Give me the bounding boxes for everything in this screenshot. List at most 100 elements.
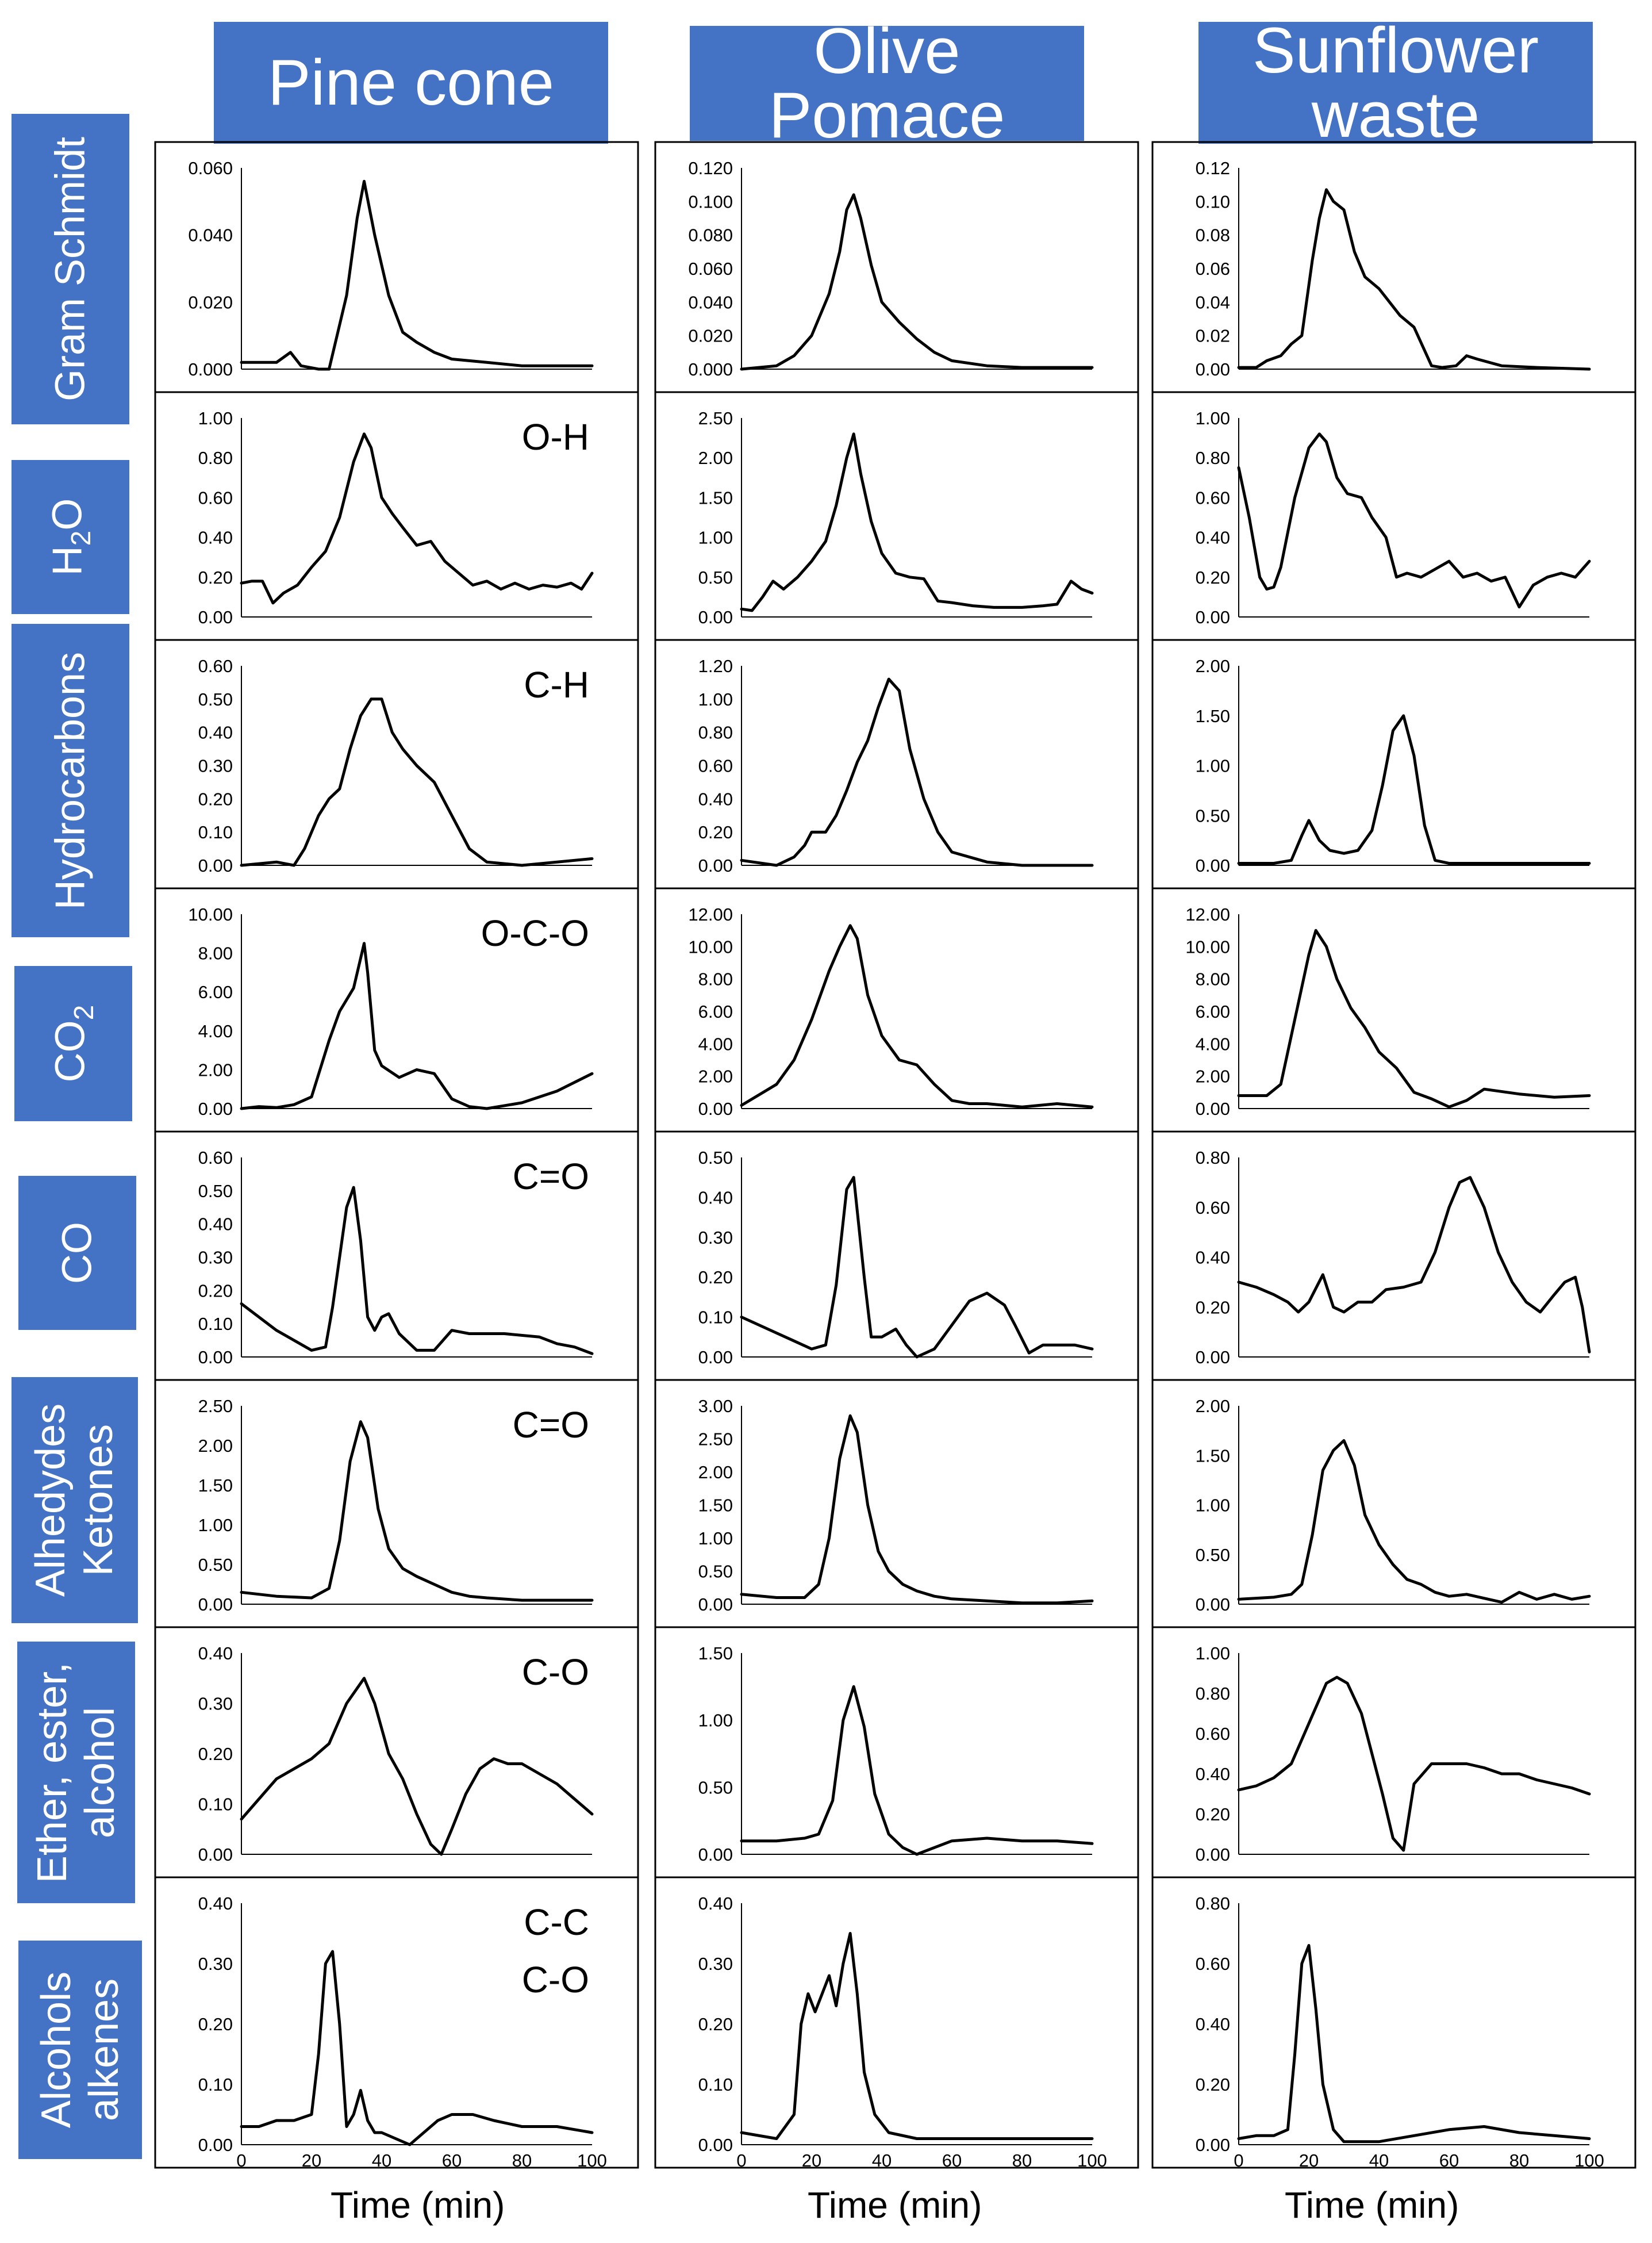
y-tick-label: 0.20: [1196, 2075, 1230, 2095]
y-tick-label: 0.30: [698, 1954, 733, 1974]
y-tick-label: 0.20: [198, 789, 233, 809]
row-header-co: CO: [18, 1176, 136, 1330]
y-tick-label: 0.10: [198, 1795, 233, 1815]
y-tick-label: 2.00: [1196, 656, 1230, 676]
y-tick-label: 0.10: [698, 1308, 733, 1328]
y-tick-label: 0.02: [1196, 326, 1230, 346]
y-tick-label: 4.00: [1196, 1034, 1230, 1054]
y-tick-label: 4.00: [198, 1021, 233, 1041]
y-tick-label: 0.060: [688, 259, 733, 279]
row-header-aldehydes-ketones: Alhedydes Ketones: [11, 1377, 138, 1623]
chart-panel-r4-pine-cone: 0.00 0.10 0.20 0.30 0.40 0.50 0.60 C=O: [154, 1130, 639, 1381]
y-tick-label: 0.40: [198, 1214, 233, 1234]
y-tick-label: 2.50: [198, 1396, 233, 1416]
y-tick-label: 0.040: [688, 292, 733, 312]
y-tick-label: 0.00: [698, 1594, 733, 1615]
y-tick-label: 0.00: [1196, 359, 1230, 379]
y-tick-label: 0.00: [1196, 2135, 1230, 2155]
chart-panel-r4-olive-pomace: 0.00 0.10 0.20 0.30 0.40 0.50: [654, 1130, 1139, 1381]
chart-panel-r0-olive-pomace: 0.000 0.020 0.040 0.060 0.080 0.100 0.120: [654, 141, 1139, 393]
y-tick-label: 0.020: [188, 292, 233, 312]
column-header-label: Olive Pomace: [769, 15, 1005, 151]
bond-label: C=O: [513, 1156, 589, 1197]
column-header-label-line1: Sunflower: [1252, 14, 1539, 86]
y-tick-label: 0.50: [1196, 806, 1230, 826]
y-tick-label: 0.00: [198, 2135, 233, 2155]
chart-panel-r6-sunflower-waste: 0.00 0.20 0.40 0.60 0.80 1.00: [1151, 1626, 1636, 1878]
y-tick-label: 0.30: [198, 1954, 233, 1974]
y-tick-label: 10.00: [1185, 937, 1230, 957]
y-tick-label: 0.40: [1196, 1248, 1230, 1268]
series-line: [1237, 1944, 1591, 2144]
y-tick-label: 0.080: [688, 225, 733, 246]
y-tick-label: 0.60: [698, 756, 733, 776]
y-tick-label: 0.50: [198, 1555, 233, 1575]
series-line: [240, 179, 594, 371]
x-tick-label: 40: [872, 2150, 892, 2171]
y-tick-label: 0.10: [698, 2075, 733, 2095]
y-tick-label: 0.20: [1196, 1804, 1230, 1824]
y-tick-label: 0.00: [1196, 1347, 1230, 1367]
chart-panel-r6-olive-pomace: 0.00 0.50 1.00 1.50: [654, 1626, 1139, 1878]
chart-panel-r2-olive-pomace: 0.00 0.20 0.40 0.60 0.80 1.00 1.20: [654, 639, 1139, 889]
y-tick-label: 0.10: [1196, 191, 1230, 212]
y-tick-label: 0.60: [1196, 1954, 1230, 1974]
y-tick-label: 0.60: [1196, 488, 1230, 508]
y-tick-label: 0.50: [1196, 1545, 1230, 1565]
y-tick-label: 0.12: [1196, 158, 1230, 178]
y-tick-label: 8.00: [1196, 969, 1230, 990]
y-tick-label: 0.60: [198, 1148, 233, 1168]
y-tick-label: 0.020: [688, 326, 733, 346]
y-tick-label: 0.20: [1196, 568, 1230, 588]
chart-panel-r7-pine-cone: 0.00 0.10 0.20 0.30 0.40 0 20 40 60 80 100 C-C C-O: [154, 1876, 639, 2171]
y-tick-label: 0.40: [698, 1893, 733, 1914]
series-line: [240, 1420, 594, 1602]
y-tick-label: 1.00: [698, 1528, 733, 1548]
column-header-olive-pomace: Olive Pomace: [690, 19, 1084, 148]
y-tick-label: 1.50: [198, 1475, 233, 1496]
panel-frame: [1151, 391, 1636, 641]
y-tick-label: 0.40: [198, 723, 233, 743]
x-tick-label: 60: [442, 2150, 462, 2171]
y-tick-label: 0.00: [1196, 1845, 1230, 1865]
x-tick-label: 20: [1299, 2150, 1319, 2171]
series-line: [740, 677, 1094, 867]
y-tick-label: 0.30: [198, 1694, 233, 1714]
y-tick-label: 0.20: [198, 568, 233, 588]
x-tick-label: 20: [302, 2150, 321, 2171]
y-tick-label: 0.60: [1196, 1198, 1230, 1218]
y-tick-label: 0.50: [698, 568, 733, 588]
y-tick-label: 6.00: [198, 982, 233, 1002]
series-line: [740, 1414, 1094, 1605]
y-tick-label: 0.10: [198, 2075, 233, 2095]
x-tick-label: 100: [1574, 2150, 1604, 2171]
series-line: [1237, 1675, 1591, 1852]
chart-panel-r0-pine-cone: 0.000 0.020 0.040 0.060: [154, 141, 639, 393]
chart-panel-r1-olive-pomace: 0.00 0.50 1.00 1.50 2.00 2.50: [654, 391, 1139, 641]
series-line: [240, 1677, 594, 1856]
y-tick-label: 0.00: [698, 607, 733, 627]
chart-panel-r3-olive-pomace: 0.00 2.00 4.00 6.00 8.00 10.00 12.00: [654, 887, 1139, 1133]
y-tick-label: 2.00: [698, 1462, 733, 1482]
y-tick-label: 12.00: [688, 904, 733, 925]
y-tick-label: 1.50: [1196, 1446, 1230, 1466]
row-header-ether-ester-alcohol: Ether, ester, alcohol: [17, 1642, 135, 1903]
y-tick-label: 0.00: [198, 1099, 233, 1119]
y-tick-label: 0.00: [198, 607, 233, 627]
y-tick-label: 0.00: [698, 2135, 733, 2155]
y-tick-label: 0.40: [698, 1187, 733, 1207]
chart-panel-r7-sunflower-waste: 0.00 0.20 0.40 0.60 0.80 0 20 40 60 80 100: [1151, 1876, 1636, 2171]
y-tick-label: 0.50: [198, 689, 233, 710]
y-tick-label: 8.00: [698, 969, 733, 990]
series-line: [240, 942, 594, 1110]
y-tick-label: 2.00: [698, 1067, 733, 1087]
y-tick-label: 2.00: [698, 448, 733, 468]
x-axis-title: Time (min): [331, 2184, 505, 2226]
y-tick-label: 1.50: [1196, 706, 1230, 726]
y-tick-label: 10.00: [188, 904, 233, 925]
y-tick-label: 0.20: [698, 822, 733, 842]
y-tick-label: 0.000: [688, 359, 733, 379]
chart-panel-r1-sunflower-waste: 0.00 0.20 0.40 0.60 0.80 1.00: [1151, 391, 1636, 641]
series-line: [1237, 188, 1591, 371]
y-tick-label: 0.40: [698, 789, 733, 809]
